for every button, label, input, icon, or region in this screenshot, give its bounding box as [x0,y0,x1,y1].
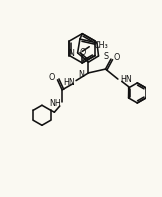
Text: HN: HN [120,75,132,84]
Text: CH₃: CH₃ [93,42,108,50]
Text: O: O [49,73,55,82]
Text: O: O [113,53,120,62]
Text: N: N [68,49,74,58]
Text: O: O [79,48,85,57]
Text: HN: HN [63,78,75,87]
Text: NH: NH [49,99,61,108]
Text: N: N [79,70,85,79]
Text: S: S [103,52,108,61]
